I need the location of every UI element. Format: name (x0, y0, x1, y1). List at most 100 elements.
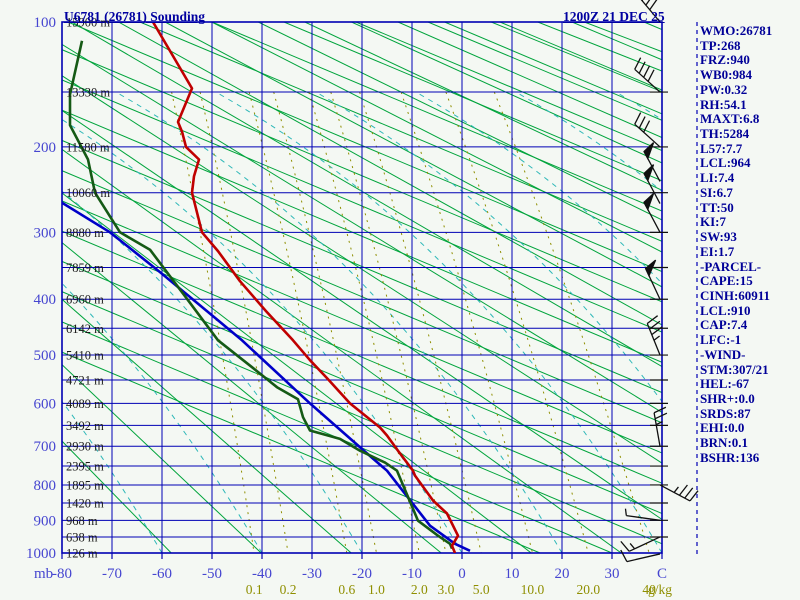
mixing-ratio-label: 20.0 (576, 582, 600, 597)
mixing-ratio-label: 0.6 (338, 582, 355, 597)
height-label: 8880 m (66, 226, 104, 240)
mixing-ratio-label: 0.2 (280, 582, 297, 597)
wind-barb (634, 57, 661, 93)
pressure-label: 700 (34, 439, 57, 455)
stat-line: EI:1.7 (700, 243, 735, 259)
stat-line: KI:7 (700, 214, 726, 230)
mixing-ratio-label: 0.1 (246, 582, 263, 597)
height-label: 638 m (66, 530, 98, 544)
parcel-trace (62, 201, 471, 552)
mixing-ratio-label: 40 (642, 582, 656, 597)
height-label: 7859 m (66, 261, 104, 275)
wind-barb (620, 549, 661, 563)
stat-line: FRZ:940 (700, 52, 750, 68)
height-label: 4721 m (66, 374, 104, 388)
stat-line: BRN:0.1 (700, 435, 749, 451)
temperature-label: 30 (605, 566, 620, 582)
height-label: 1420 m (66, 497, 104, 511)
pressure-label: 300 (34, 225, 57, 241)
temperature-label: -20 (352, 566, 372, 582)
wind-barb (640, 0, 661, 23)
stat-line: CAPE:15 (700, 273, 753, 289)
stat-line: WB0:984 (700, 67, 752, 83)
mixing-ratio-label: 3.0 (437, 582, 454, 597)
mixing-ratio-label: 2.0 (411, 582, 428, 597)
stat-line: LCL:910 (700, 302, 751, 318)
wind-barb (643, 164, 661, 204)
height-label: 2395 m (66, 460, 104, 474)
pressure-label: 800 (34, 478, 57, 494)
stat-line: LFC:-1 (700, 332, 742, 348)
height-label: 10060 m (66, 186, 110, 200)
height-label: 126 m (66, 547, 98, 561)
mixing-ratio-unit-label: g/kg (648, 582, 672, 597)
height-label: 11580 m (66, 140, 110, 154)
pressure-label: 1000 (26, 546, 56, 562)
mixing-ratio-label: 5.0 (473, 582, 490, 597)
mixing-ratio-lines (171, 91, 650, 553)
stat-line: LCL:964 (700, 155, 751, 171)
wind-barb (620, 536, 661, 552)
wind-barbs (620, 0, 699, 563)
wind-barb (643, 192, 661, 233)
temperature-label: -30 (302, 566, 322, 582)
temperature-label: -80 (52, 566, 72, 582)
temperature-label: -10 (402, 566, 422, 582)
dewpoint-trace (68, 40, 454, 550)
temperature-label: 10 (505, 566, 520, 582)
temperature-label: C (657, 566, 667, 582)
mixing-ratio-label: 10.0 (521, 582, 545, 597)
stat-line: RH:54.1 (700, 96, 747, 112)
stat-line: TP:268 (700, 37, 741, 53)
stat-line: L57:7.7 (700, 140, 743, 156)
stat-line: PW:0.32 (700, 81, 748, 97)
temperature-label: -60 (152, 566, 172, 582)
wind-barb (646, 315, 663, 356)
stat-line: EHI:0.0 (700, 420, 745, 436)
height-label: 4089 m (66, 397, 104, 411)
temperature-trace (151, 22, 460, 553)
height-label: 13330 m (66, 86, 110, 100)
stat-line: STM:307/21 (700, 361, 769, 377)
sounding-traces (62, 22, 471, 553)
wind-barb (659, 484, 699, 502)
height-label: 5410 m (66, 349, 104, 363)
pressure-label: 400 (34, 292, 57, 308)
reference-lines (62, 22, 662, 553)
pressure-label: 600 (34, 396, 57, 412)
stats-panel: WMO:26781 TP:268 FRZ:940 WB0:984 PW:0.32 RH:5… (700, 23, 773, 466)
wind-barb (634, 112, 661, 148)
stat-line: BSHR:136 (700, 449, 760, 465)
wind-barb (653, 406, 668, 447)
mixing-ratio-label: 1.0 (368, 582, 385, 597)
wind-barb (644, 259, 661, 300)
pressure-axis-labels: 100 200 300 400 500 600 700 800 900 1000 mb (26, 15, 56, 582)
temperature-label: -40 (252, 566, 272, 582)
stat-line: LI:7.4 (700, 170, 735, 186)
stat-line: TT:50 (700, 199, 734, 215)
stat-line: CAP:7.4 (700, 317, 748, 333)
pressure-label: 500 (34, 348, 57, 364)
temperature-axis-labels: -80 -70 -60 -50 -40 -30 -20 -10 0 10 20 30 C (52, 566, 667, 582)
stat-line: WMO:26781 (700, 23, 773, 38)
pressure-label: 900 (34, 513, 57, 529)
height-labels: 15900 m 13330 m 11580 m 10060 m 8880 m 7859 m… (66, 16, 110, 561)
height-label: 1895 m (66, 478, 104, 492)
height-label: 6142 m (66, 322, 104, 336)
page-title: U6781 (26781) Sounding (64, 9, 206, 24)
temperature-label: 20 (555, 566, 570, 582)
temperature-axis-ticks (61, 553, 663, 559)
sounding-datetime: 1200Z 21 DEC 25 (563, 9, 665, 24)
wind-barb (624, 508, 661, 521)
height-label: 15900 m (66, 16, 110, 30)
pressure-label: 100 (34, 15, 57, 31)
stat-line: -PARCEL- (700, 258, 762, 274)
height-label: 3492 m (66, 419, 104, 433)
height-label: 2930 m (66, 440, 104, 454)
pressure-label: 200 (34, 140, 57, 156)
dry-adiabat-lines (62, 22, 662, 553)
pressure-unit-label: mb (34, 566, 53, 582)
stat-line: SRDS:87 (700, 405, 751, 421)
